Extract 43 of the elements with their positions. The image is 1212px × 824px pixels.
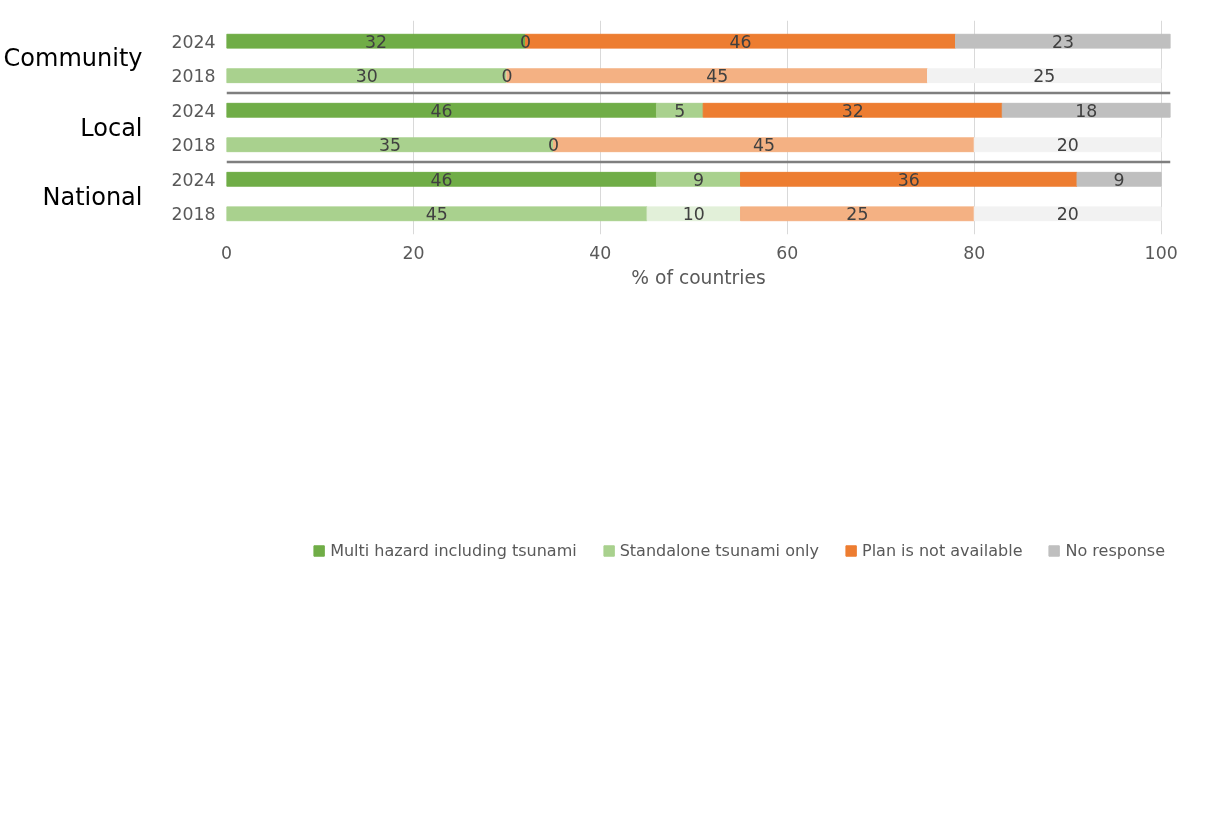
text: National (42, 182, 143, 211)
y-tick-label: 2024 (171, 31, 216, 52)
legend-label: Plan is not available (861, 540, 1023, 560)
data-label: 20 (1056, 204, 1079, 225)
data-label: 35 (379, 135, 402, 156)
data-label: 46 (430, 100, 453, 121)
data-label: 45 (425, 204, 448, 225)
data-label: 10 (682, 204, 705, 225)
data-label: 45 (752, 135, 775, 156)
data-label: 9 (1113, 169, 1125, 190)
text: Community (3, 44, 143, 73)
data-label: 23 (1051, 31, 1075, 52)
data-label: 25 (1033, 66, 1056, 87)
data-label: 5 (674, 100, 686, 121)
data-label: 46 (729, 31, 752, 52)
y-tick-label: 2018 (171, 135, 216, 156)
data-label: 36 (897, 169, 920, 190)
x-axis-title: % of countries (631, 266, 766, 288)
x-tick-label: 60 (776, 242, 799, 263)
legend-label: No response (1065, 540, 1165, 560)
y-tick-label: 2024 (171, 100, 216, 121)
x-tick-label: 20 (402, 242, 425, 263)
data-label: 46 (430, 169, 453, 190)
data-label: 20 (1056, 135, 1079, 156)
data-label: 0 (548, 135, 560, 156)
x-tick-label: 40 (589, 242, 612, 263)
data-label: 30 (355, 66, 378, 87)
x-tick-label: 0 (220, 242, 233, 263)
y-tick-label: 2018 (171, 66, 216, 87)
data-label: 32 (841, 100, 864, 121)
data-label: 45 (706, 66, 729, 87)
x-tick-label: 100 (1144, 242, 1178, 263)
data-label: 0 (501, 66, 513, 87)
legend-label: Multi hazard including tsunami (330, 540, 577, 560)
data-label: 32 (365, 31, 388, 52)
data-label: 9 (692, 169, 705, 190)
y-tick-label: 2018 (171, 204, 216, 225)
y-tick-label: 2024 (171, 169, 216, 190)
data-label: 25 (846, 204, 869, 225)
data-label: 18 (1075, 100, 1098, 121)
text: Local (80, 113, 143, 142)
x-tick-label: 80 (963, 242, 986, 263)
legend-label: Standalone tsunami only (619, 540, 819, 560)
